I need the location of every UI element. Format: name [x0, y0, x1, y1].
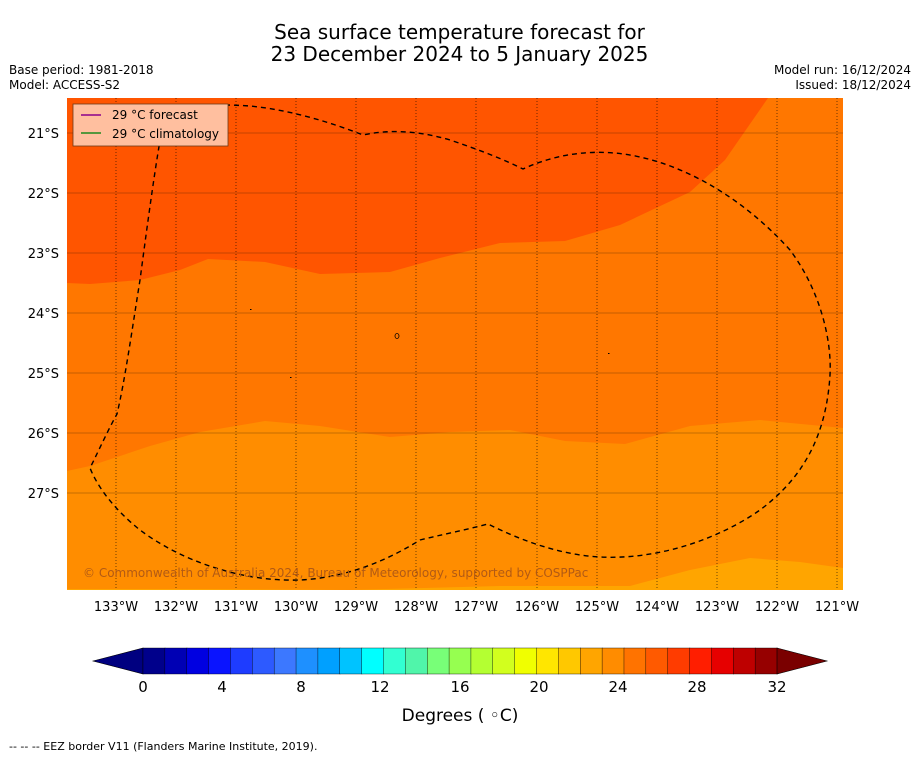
- colorbar-cell: [361, 647, 385, 675]
- colorbar-cell: [558, 647, 581, 675]
- colorbar-cell: [186, 647, 210, 675]
- lon-label: 126°W: [515, 600, 559, 615]
- lon-label: 121°W: [815, 600, 859, 615]
- island-marker: [250, 309, 252, 310]
- meridians: [115, 98, 838, 590]
- colorbar-cell: [383, 647, 406, 675]
- lon-label: 133°W: [94, 600, 138, 615]
- colorbar-tick: 28: [687, 678, 706, 696]
- colorbar-cell: [754, 647, 778, 675]
- lat-label: 25°S: [28, 367, 59, 382]
- colorbar-cell: [470, 647, 494, 675]
- colorbar-cell: [273, 647, 297, 675]
- region-25-26: [67, 558, 843, 590]
- lat-label: 27°S: [28, 487, 59, 502]
- colorbar-under-arrow: [91, 647, 144, 675]
- forecast-legend-label: 29 °C forecast: [112, 108, 198, 122]
- colorbar-cell: [252, 647, 275, 675]
- colorbar-label: Degrees ( ◦C): [402, 706, 519, 726]
- colorbar-cell: [514, 647, 538, 675]
- colorbar-tick: 24: [608, 678, 627, 696]
- colorbar-tick: 20: [529, 678, 548, 696]
- lon-label: 122°W: [755, 600, 799, 615]
- lat-label: 23°S: [28, 247, 59, 262]
- colorbar-ticks: 0 4 8 12 16 20 24 28 32: [138, 678, 786, 696]
- colorbar-cell: [667, 647, 691, 675]
- colorbar-cell: [208, 647, 232, 675]
- colorbar-cell: [427, 647, 450, 675]
- colorbar-tick: 4: [217, 678, 227, 696]
- island-marker: [608, 353, 610, 354]
- colorbar-cell: [711, 647, 734, 675]
- colorbar-cell: [536, 647, 559, 675]
- lat-label: 22°S: [28, 187, 59, 202]
- colorbar-cells: [142, 647, 778, 675]
- lon-label: 130°W: [274, 600, 318, 615]
- lon-label: 128°W: [394, 600, 438, 615]
- model-text: Model: ACCESS-S2: [9, 78, 121, 92]
- colorbar-cell: [405, 647, 428, 675]
- issued-text: Issued: 18/12/2024: [795, 78, 911, 92]
- colorbar: 0 4 8 12 16 20 24 28 32 Degrees ( ◦C): [91, 647, 829, 726]
- lat-label: 24°S: [28, 307, 59, 322]
- lon-label: 125°W: [575, 600, 619, 615]
- colorbar-cell: [645, 647, 669, 675]
- colorbar-tick: 12: [370, 678, 389, 696]
- colorbar-cell: [295, 647, 319, 675]
- colorbar-cell: [601, 647, 625, 675]
- lat-label: 26°S: [28, 427, 59, 442]
- colorbar-cell: [448, 647, 472, 675]
- colorbar-cell: [317, 647, 341, 675]
- climatology-legend-label: 29 °C climatology: [112, 127, 219, 141]
- temperature-field: [67, 98, 843, 590]
- colorbar-cell: [689, 647, 713, 675]
- sst-map: 29 °C forecast 29 °C climatology © Commo…: [28, 98, 859, 615]
- colorbar-cell: [580, 647, 603, 675]
- colorbar-cell: [623, 647, 647, 675]
- colorbar-cell: [733, 647, 756, 675]
- lat-labels: 21°S 22°S 23°S 24°S 25°S 26°S 27°S: [28, 127, 59, 502]
- island-marker: [394, 333, 400, 339]
- eez-border: [89, 104, 831, 581]
- colorbar-cell: [164, 647, 188, 675]
- region-26-27: [67, 420, 843, 590]
- lon-label: 127°W: [454, 600, 498, 615]
- model-run-text: Model run: 16/12/2024: [773, 63, 911, 77]
- eez-footnote: -- -- -- EEZ border V11 (Flanders Marine…: [9, 740, 318, 753]
- colorbar-tick: 0: [138, 678, 148, 696]
- colorbar-cell: [339, 647, 363, 675]
- lon-label: 132°W: [154, 600, 198, 615]
- lon-label: 129°W: [334, 600, 378, 615]
- chart-title-line2: 23 December 2024 to 5 January 2025: [270, 42, 649, 66]
- colorbar-cell: [142, 647, 166, 675]
- colorbar-over-arrow: [776, 647, 829, 675]
- colorbar-tick: 16: [450, 678, 469, 696]
- island-marker: [290, 377, 292, 378]
- colorbar-tick: 32: [767, 678, 786, 696]
- contour-legend: 29 °C forecast 29 °C climatology: [72, 103, 229, 147]
- chart-title-line1: Sea surface temperature forecast for: [274, 20, 645, 44]
- colorbar-cell: [492, 647, 516, 675]
- legend-box: [72, 103, 229, 147]
- base-period-text: Base period: 1981-2018: [9, 63, 154, 77]
- lon-label: 131°W: [214, 600, 258, 615]
- colorbar-tick: 8: [296, 678, 306, 696]
- copyright-notice: © Commonwealth of Australia 2024, Bureau…: [83, 566, 588, 580]
- lon-label: 124°W: [635, 600, 679, 615]
- colorbar-cell: [230, 647, 253, 675]
- lat-label: 21°S: [28, 127, 59, 142]
- lon-label: 123°W: [695, 600, 739, 615]
- lon-labels: 133°W 132°W 131°W 130°W 129°W 128°W 127°…: [94, 600, 859, 615]
